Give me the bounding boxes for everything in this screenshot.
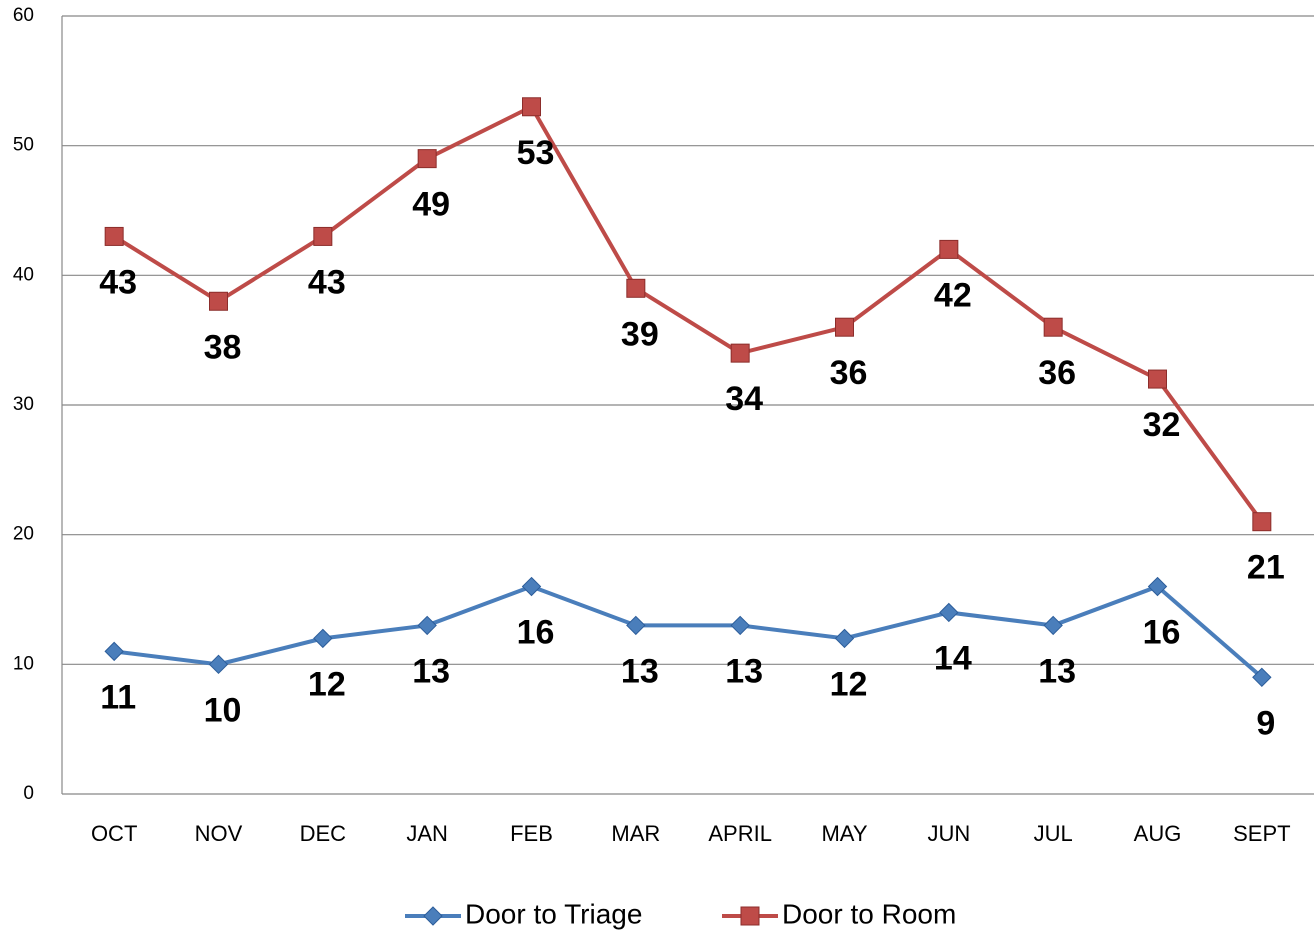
y-tick-label: 10 [13,653,34,674]
marker [835,317,854,337]
data-label: 10 [204,691,242,729]
data-label: 14 [934,639,972,677]
data-label: 13 [621,652,659,690]
data-label: 38 [204,328,242,366]
series-line [113,104,1264,523]
data-label: 43 [99,263,137,301]
x-tick-label: DEC [300,821,347,846]
x-tick-label: JUN [927,821,970,846]
y-tick-label: 0 [23,783,34,804]
marker [939,239,959,259]
y-tick-label: 40 [13,264,34,285]
data-label: 53 [517,134,555,172]
marker [313,226,333,246]
y-tick-label: 50 [13,135,34,156]
marker [104,641,124,662]
data-label: 16 [1143,614,1181,652]
x-tick-label: OCT [91,821,137,846]
legend-marker [423,906,443,926]
data-label: 12 [308,665,346,703]
x-tick-label: NOV [195,821,243,846]
data-label: 13 [412,652,450,690]
marker [522,97,541,117]
data-label: 32 [1143,406,1181,444]
marker [1252,512,1272,532]
x-tick-label: MAY [821,821,867,846]
data-label: 16 [517,614,555,652]
data-label: 39 [621,315,659,353]
marker [1148,369,1167,389]
marker [417,615,437,636]
data-label: 12 [830,665,868,703]
data-label: 34 [725,380,763,418]
marker [417,149,437,169]
x-tick-label: APRIL [708,821,772,846]
x-tick-label: FEB [510,821,553,846]
data-label: 42 [934,276,972,314]
marker [730,343,750,363]
legend-label: Door to Triage [465,898,642,929]
marker [209,291,228,311]
series-line [113,584,1264,679]
legend-marker [740,906,760,926]
data-label: 43 [308,263,346,301]
x-tick-label: JAN [406,821,448,846]
data-label: 9 [1256,704,1275,742]
y-tick-label: 20 [13,524,34,545]
data-label: 11 [100,678,136,716]
marker [834,628,855,649]
marker [626,615,646,636]
marker [1147,576,1168,597]
marker [730,615,750,636]
data-label: 36 [830,354,868,392]
x-tick-label: JUL [1034,821,1073,846]
data-label: 36 [1038,354,1076,392]
x-tick-label: MAR [611,821,660,846]
marker [626,278,646,298]
marker [208,654,229,675]
data-label: 13 [1038,652,1076,690]
x-tick-label: AUG [1134,821,1182,846]
marker [521,576,542,597]
marker [939,602,959,623]
y-tick-label: 60 [13,5,34,26]
marker [104,226,124,246]
marker [1043,317,1063,337]
data-label: 13 [725,652,763,690]
legend-label: Door to Room [782,898,956,929]
data-label: 21 [1247,549,1285,587]
marker [313,628,333,649]
marker [1252,667,1272,688]
marker [1043,615,1063,636]
y-tick-label: 30 [13,394,34,415]
x-tick-label: SEPT [1233,821,1290,846]
data-label: 49 [412,186,450,224]
